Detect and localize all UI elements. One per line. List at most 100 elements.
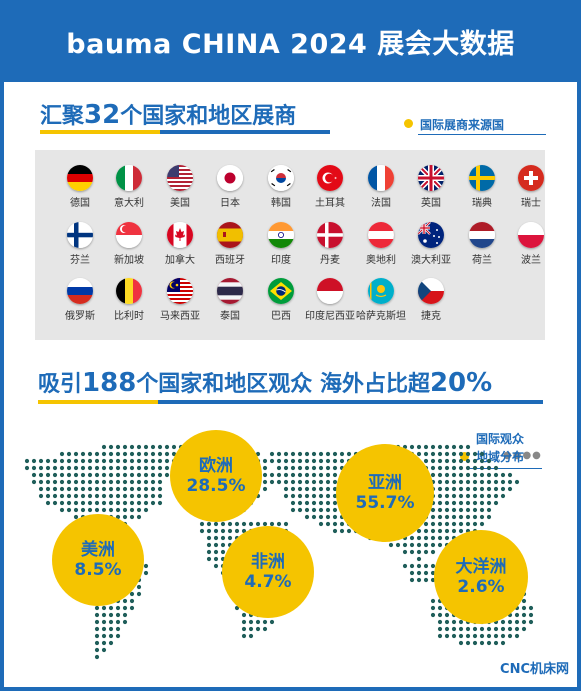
- thailand-flag: [217, 278, 243, 304]
- country-name: 法国: [371, 198, 391, 209]
- visitors-heading: 吸引188个国家和地区观众 海外占比超20%: [38, 366, 492, 398]
- visitors-underline-yellow: [38, 400, 158, 404]
- country-name: 英国: [421, 198, 441, 209]
- switzerland-flag: [518, 165, 544, 191]
- region-value: 55.7%: [355, 493, 415, 513]
- country-name: 奥地利: [366, 255, 396, 266]
- country-item: 澳大利亚: [403, 222, 459, 266]
- austria-flag: [368, 222, 394, 248]
- denmark-flag: [317, 222, 343, 248]
- usa-flag: [167, 165, 193, 191]
- germany-flag: [67, 165, 93, 191]
- country-item: 丹麦: [302, 222, 358, 266]
- japan-flag: [217, 165, 243, 191]
- visitors-heading-pre: 吸引: [38, 372, 83, 397]
- country-item: 荷兰: [454, 222, 510, 266]
- flag-panel: 德国 意大利 美国 日本 韩国 土耳其 法国 英国 瑞典 瑞士芬兰 新加坡 加拿大 西班牙 印度 丹麦 奥地利…: [35, 150, 545, 461]
- exhibitors-heading-post: 个国家和地区展商: [120, 104, 297, 129]
- country-name: 德国: [70, 198, 90, 209]
- region-bubble-africa: 非洲 4.7%: [222, 526, 314, 618]
- exhibitors-count: 32: [84, 100, 121, 130]
- country-item: 加拿大: [152, 222, 208, 266]
- canada-flag: [167, 222, 193, 248]
- exhibitors-heading-pre: 汇聚: [40, 104, 85, 129]
- heading-underline-blue: [160, 130, 330, 134]
- country-name: 土耳其: [315, 198, 345, 209]
- country-item: 意大利: [101, 165, 157, 209]
- callout-dot: [404, 119, 413, 128]
- country-name: 波兰: [521, 255, 541, 266]
- country-name: 美国: [170, 198, 190, 209]
- uk-flag: [418, 165, 444, 191]
- country-item: 土耳其: [302, 165, 358, 209]
- australia-flag: [418, 222, 444, 248]
- country-item: 美国: [152, 165, 208, 209]
- poland-flag: [518, 222, 544, 248]
- singapore-flag: [116, 222, 142, 248]
- exhibitors-callout: 国际展商来源国: [420, 118, 505, 132]
- country-item: 俄罗斯: [52, 278, 108, 322]
- netherlands-flag: [469, 222, 495, 248]
- region-name: 大洋洲: [455, 556, 507, 577]
- country-name: 泰国: [220, 311, 240, 322]
- region-name: 亚洲: [368, 472, 402, 493]
- country-item: 日本: [202, 165, 258, 209]
- italy-flag: [116, 165, 142, 191]
- country-item: 哈萨克斯坦: [353, 278, 409, 322]
- country-name: 丹麦: [320, 255, 340, 266]
- country-name: 瑞士: [521, 198, 541, 209]
- region-value: 28.5%: [186, 476, 246, 496]
- visitors-callout-rule: [470, 468, 542, 469]
- country-name: 比利时: [114, 311, 144, 322]
- country-name: 西班牙: [215, 255, 245, 266]
- spain-flag: [217, 222, 243, 248]
- korea-flag: [268, 165, 294, 191]
- region-name: 欧洲: [199, 455, 233, 476]
- country-item: 瑞士: [503, 165, 559, 209]
- watermark: CNC机床网: [500, 662, 569, 677]
- country-name: 加拿大: [165, 255, 195, 266]
- country-name: 马来西亚: [160, 311, 200, 322]
- country-item: 德国: [52, 165, 108, 209]
- country-name: 印度尼西亚: [305, 311, 355, 322]
- country-item: 比利时: [101, 278, 157, 322]
- country-name: 捷克: [421, 311, 441, 322]
- country-item: 英国: [403, 165, 459, 209]
- region-value: 4.7%: [244, 572, 292, 592]
- visitors-callout-line1: 国际观众: [476, 432, 525, 446]
- country-item: 法国: [353, 165, 409, 209]
- page-title: bauma CHINA 2024 展会大数据: [66, 28, 515, 60]
- indonesia-flag: [317, 278, 343, 304]
- country-item: 捷克: [403, 278, 459, 322]
- title-banner: bauma CHINA 2024 展会大数据: [0, 0, 581, 82]
- region-bubble-asia: 亚洲 55.7%: [336, 444, 434, 542]
- exhibitors-heading: 汇聚32个国家和地区展商: [40, 98, 296, 130]
- country-item: 瑞典: [454, 165, 510, 209]
- country-name: 澳大利亚: [411, 255, 451, 266]
- callout-rule: [418, 134, 546, 135]
- turkey-flag: [317, 165, 343, 191]
- overseas-percent: 20%: [429, 368, 493, 398]
- country-name: 芬兰: [70, 255, 90, 266]
- region-name: 美洲: [81, 539, 115, 560]
- country-name: 日本: [220, 198, 240, 209]
- country-item: 印度: [253, 222, 309, 266]
- region-bubble-oceania: 大洋洲 2.6%: [434, 530, 528, 624]
- country-name: 意大利: [114, 198, 144, 209]
- india-flag: [268, 222, 294, 248]
- country-item: 泰国: [202, 278, 258, 322]
- visitors-heading-mid: 个国家和地区观众 海外占比超: [136, 372, 430, 397]
- country-name: 巴西: [271, 311, 291, 322]
- more-indicator: ●●●●: [503, 450, 542, 461]
- brazil-flag: [268, 278, 294, 304]
- region-name: 非洲: [251, 551, 285, 572]
- country-name: 俄罗斯: [65, 311, 95, 322]
- country-item: 韩国: [253, 165, 309, 209]
- region-value: 2.6%: [457, 577, 505, 597]
- country-item: 新加坡: [101, 222, 157, 266]
- france-flag: [368, 165, 394, 191]
- kazakhstan-flag: [368, 278, 394, 304]
- country-name: 印度: [271, 255, 291, 266]
- russia-flag: [67, 278, 93, 304]
